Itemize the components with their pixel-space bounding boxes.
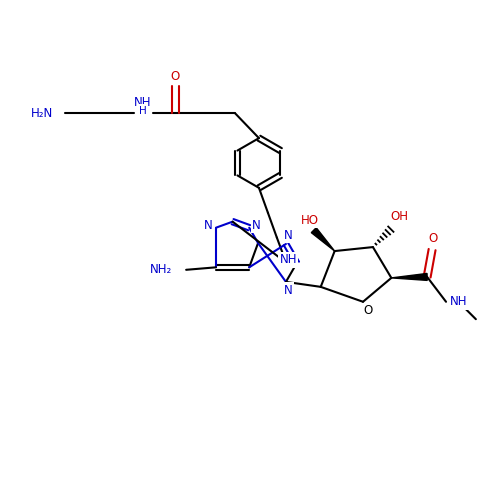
Polygon shape [392,274,427,280]
Polygon shape [312,228,334,251]
Text: NH: NH [280,254,297,266]
Text: O: O [171,70,180,84]
Text: NH: NH [450,296,467,308]
Text: HO: HO [301,214,319,226]
Text: N: N [252,218,261,232]
Text: N: N [284,284,293,297]
Text: H: H [139,106,147,116]
Text: OH: OH [391,210,409,223]
Text: O: O [364,304,372,317]
Text: NH₂: NH₂ [150,264,172,276]
Text: O: O [428,232,438,245]
Text: N: N [204,218,213,232]
Text: N: N [284,229,293,242]
Text: NH: NH [134,96,152,109]
Text: H₂N: H₂N [32,107,54,120]
